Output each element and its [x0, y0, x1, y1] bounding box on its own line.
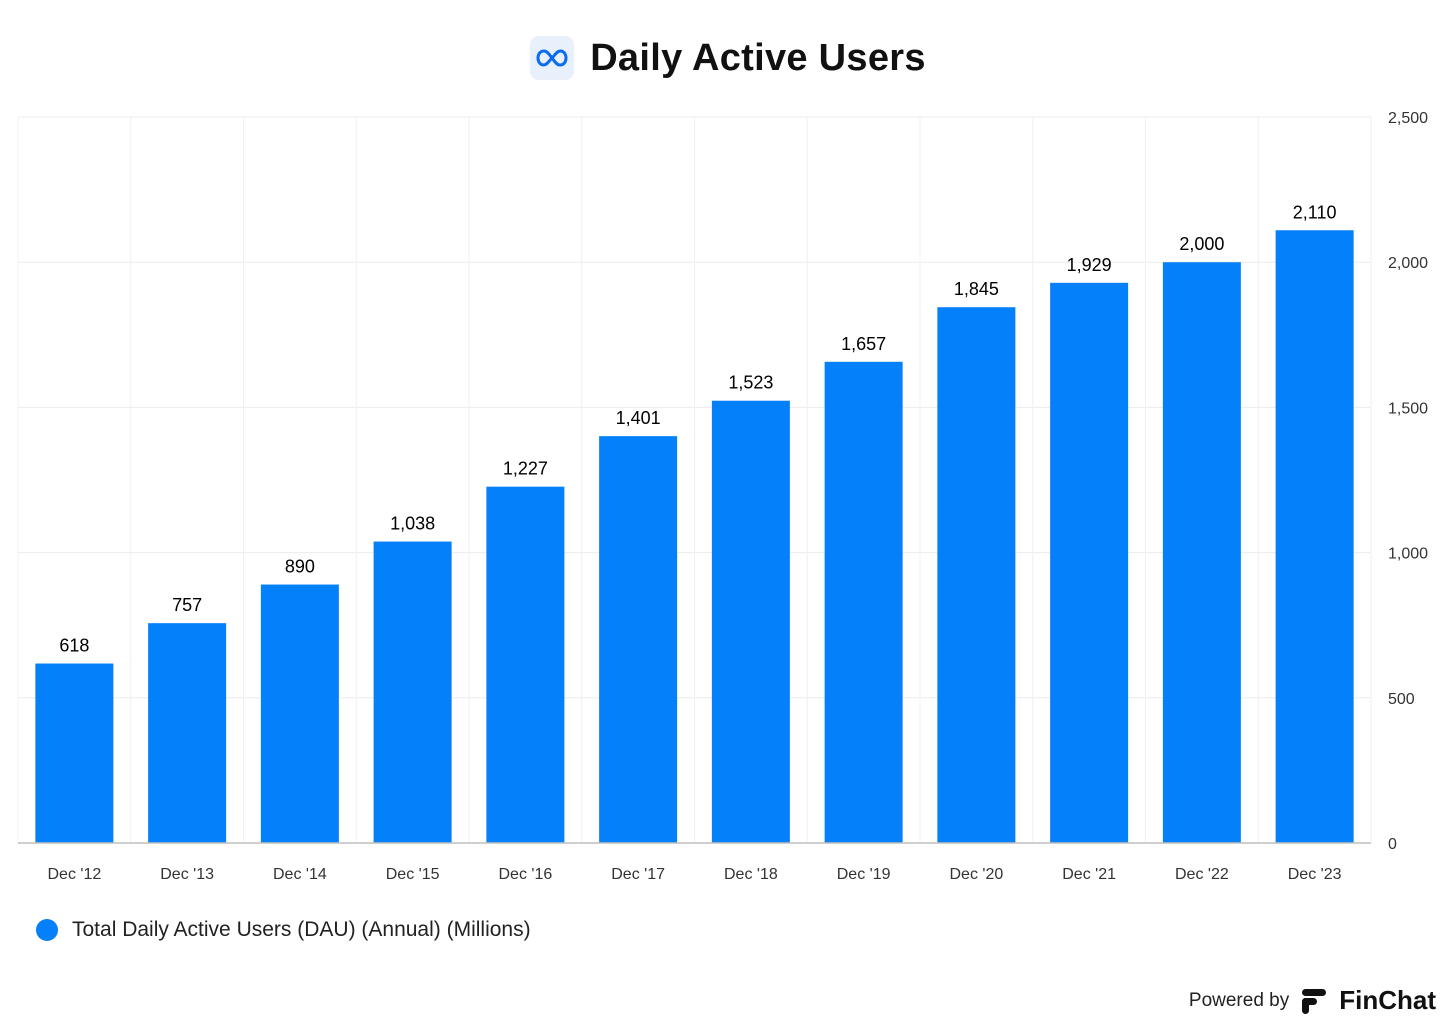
y-tick-label: 2,000: [1388, 255, 1428, 272]
finchat-logo-icon: [1302, 988, 1327, 1014]
bar-value-label: 1,038: [390, 514, 435, 534]
bar: [1050, 282, 1129, 844]
bar: [35, 663, 114, 843]
x-tick-label: Dec '19: [837, 866, 891, 883]
meta-logo-icon: [530, 36, 575, 80]
bar-value-label: 1,227: [503, 459, 548, 479]
chart-title: Daily Active Users: [590, 36, 926, 79]
y-tick-label: 0: [1388, 836, 1397, 853]
x-tick-label: Dec '22: [1175, 866, 1229, 883]
y-tick-label: 1,500: [1388, 400, 1428, 417]
bar: [824, 361, 903, 843]
x-tick-label: Dec '21: [1062, 866, 1116, 883]
y-tick-label: 500: [1388, 691, 1415, 708]
chart-header: Daily Active Users: [0, 30, 1456, 86]
x-tick-label: Dec '23: [1288, 866, 1342, 883]
x-tick-label: Dec '17: [611, 866, 665, 883]
bar: [486, 486, 565, 843]
x-tick-label: Dec '18: [724, 866, 778, 883]
bar-value-label: 2,110: [1293, 202, 1337, 222]
bar: [260, 584, 339, 843]
bar-value-label: 2,000: [1179, 234, 1224, 254]
bar: [1162, 262, 1241, 843]
x-tick-label: Dec '20: [950, 866, 1004, 883]
bar-value-label: 1,523: [728, 373, 773, 393]
bar-value-label: 618: [59, 636, 89, 656]
bar-value-label: 757: [172, 595, 202, 615]
meta-infinity-icon: [536, 49, 568, 67]
x-tick-label: Dec '14: [273, 866, 327, 883]
bar-value-label: 1,929: [1067, 255, 1112, 275]
y-tick-label: 2,500: [1388, 110, 1428, 127]
bar-value-label: 1,845: [954, 279, 999, 299]
bar-value-label: 1,657: [841, 334, 886, 354]
bar: [599, 436, 678, 843]
x-tick-label: Dec '16: [499, 866, 553, 883]
bar: [1275, 230, 1354, 844]
bar-value-label: 890: [285, 557, 315, 577]
powered-by-text: Powered by: [1188, 989, 1290, 1011]
x-tick-label: Dec '13: [160, 866, 214, 883]
legend-dot-icon: [36, 919, 58, 941]
bar: [937, 307, 1016, 843]
bar: [148, 623, 227, 843]
bar-value-label: 1,401: [616, 408, 661, 428]
bar: [373, 541, 452, 843]
y-tick-label: 1,000: [1388, 546, 1428, 563]
legend-label: Total Daily Active Users (DAU) (Annual) …: [72, 918, 531, 941]
bar-chart: 0 500 1,000 1,500 2,000 2,500 618 757 890 1,038 1,…: [17, 110, 1428, 883]
bar: [711, 400, 790, 843]
x-tick-label: Dec '12: [48, 866, 102, 883]
finchat-brand: FinChat: [1339, 985, 1436, 1015]
chart-legend[interactable]: Total Daily Active Users (DAU) (Annual) …: [36, 918, 531, 942]
powered-by-footer: Powered by FinChat: [1189, 985, 1436, 1016]
x-tick-label: Dec '15: [386, 866, 440, 883]
